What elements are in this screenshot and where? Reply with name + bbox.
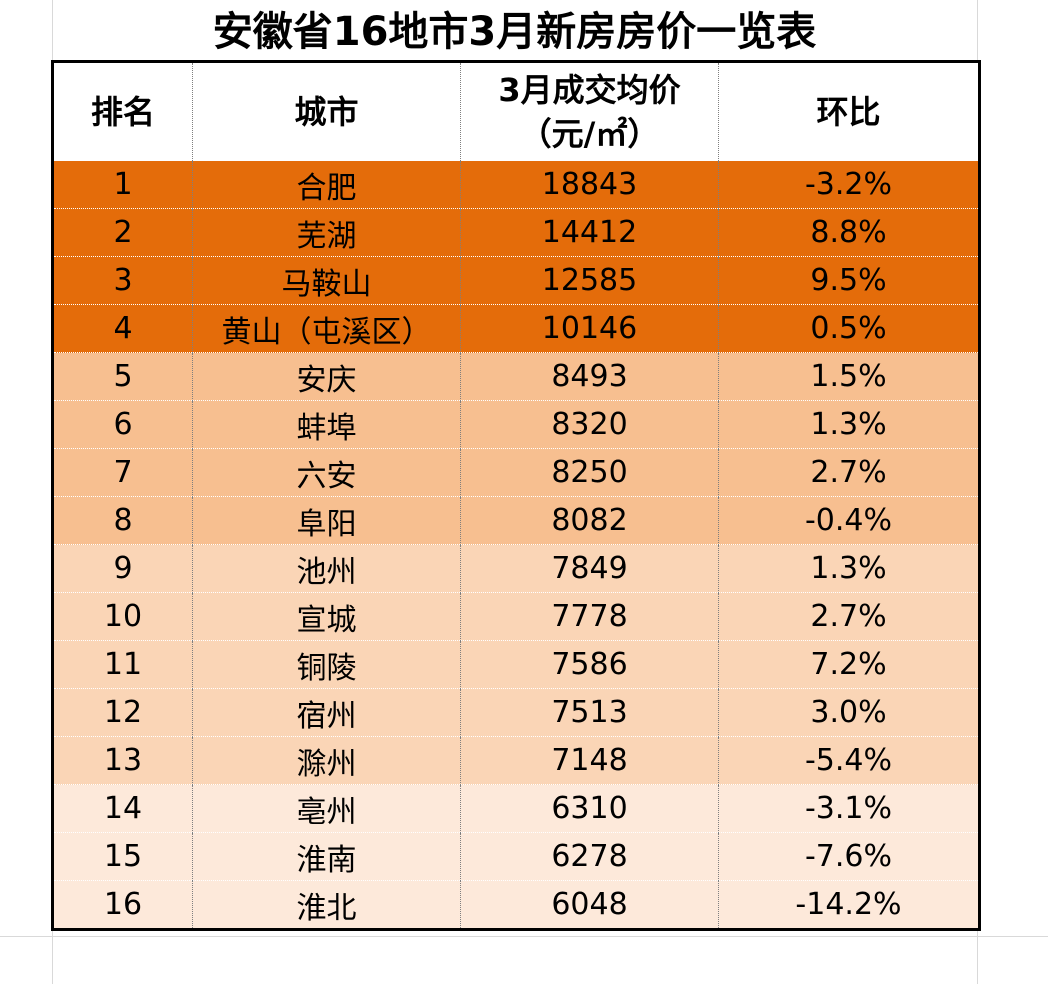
table-row: 10 宣城 7778 2.7% bbox=[52, 592, 980, 641]
city-cell: 铜陵 bbox=[192, 640, 461, 689]
price-cell: 6048 bbox=[460, 880, 719, 930]
rank-cell: 14 bbox=[52, 784, 193, 833]
table-row: 6 蚌埠 8320 1.3% bbox=[52, 400, 980, 449]
change-cell: 0.5% bbox=[718, 304, 980, 353]
table-row: 11 铜陵 7586 7.2% bbox=[52, 640, 980, 689]
price-cell: 7586 bbox=[460, 640, 719, 689]
price-cell: 6278 bbox=[460, 832, 719, 881]
change-cell: 2.7% bbox=[718, 592, 980, 641]
change-cell: 7.2% bbox=[718, 640, 980, 689]
city-cell: 亳州 bbox=[192, 784, 461, 833]
rank-cell: 7 bbox=[52, 448, 193, 497]
city-cell: 合肥 bbox=[192, 160, 461, 209]
change-cell: 8.8% bbox=[718, 208, 980, 257]
price-cell: 8082 bbox=[460, 496, 719, 545]
rank-cell: 5 bbox=[52, 352, 193, 401]
change-cell: -5.4% bbox=[718, 736, 980, 785]
city-cell: 黄山（屯溪区） bbox=[192, 304, 461, 353]
table-row: 1 合肥 18843 -3.2% bbox=[52, 160, 980, 209]
rank-cell: 13 bbox=[52, 736, 193, 785]
price-table: 排名 城市 3月成交均价 （元/㎡） 环比 1 合肥 18843 -3.2% 2 芜湖 14… bbox=[51, 60, 981, 931]
change-cell: -14.2% bbox=[718, 880, 980, 930]
table-row: 5 安庆 8493 1.5% bbox=[52, 352, 980, 401]
price-cell: 7513 bbox=[460, 688, 719, 737]
table-row: 14 亳州 6310 -3.1% bbox=[52, 784, 980, 833]
rank-cell: 16 bbox=[52, 880, 193, 930]
change-cell: 3.0% bbox=[718, 688, 980, 737]
city-cell: 宣城 bbox=[192, 592, 461, 641]
rank-cell: 12 bbox=[52, 688, 193, 737]
page-title: 安徽省16地市3月新房房价一览表 bbox=[212, 9, 817, 55]
table-row: 7 六安 8250 2.7% bbox=[52, 448, 980, 497]
price-cell: 12585 bbox=[460, 256, 719, 305]
change-cell: -0.4% bbox=[718, 496, 980, 545]
rank-cell: 10 bbox=[52, 592, 193, 641]
table-row: 15 淮南 6278 -7.6% bbox=[52, 832, 980, 881]
change-cell: -7.6% bbox=[718, 832, 980, 881]
header-price-line1: 3月成交均价 bbox=[498, 70, 681, 109]
table-row: 13 滁州 7148 -5.4% bbox=[52, 736, 980, 785]
price-cell: 8320 bbox=[460, 400, 719, 449]
city-cell: 淮北 bbox=[192, 880, 461, 930]
rank-cell: 11 bbox=[52, 640, 193, 689]
table-body: 1 合肥 18843 -3.2% 2 芜湖 14412 8.8% 3 马鞍山 12585 9.5% 4 黄… bbox=[52, 160, 980, 930]
rank-cell: 1 bbox=[52, 160, 193, 209]
table-row: 4 黄山（屯溪区） 10146 0.5% bbox=[52, 304, 980, 353]
rank-cell: 15 bbox=[52, 832, 193, 881]
table-row: 16 淮北 6048 -14.2% bbox=[52, 880, 980, 930]
city-cell: 蚌埠 bbox=[192, 400, 461, 449]
table-row: 8 阜阳 8082 -0.4% bbox=[52, 496, 980, 545]
price-cell: 18843 bbox=[460, 160, 719, 209]
rank-cell: 9 bbox=[52, 544, 193, 593]
header-price: 3月成交均价 （元/㎡） bbox=[460, 61, 719, 161]
header-rank: 排名 bbox=[52, 61, 193, 161]
price-cell: 10146 bbox=[460, 304, 719, 353]
price-cell: 6310 bbox=[460, 784, 719, 833]
price-cell: 7778 bbox=[460, 592, 719, 641]
header-city: 城市 bbox=[192, 61, 461, 161]
table-row: 2 芜湖 14412 8.8% bbox=[52, 208, 980, 257]
table-row: 3 马鞍山 12585 9.5% bbox=[52, 256, 980, 305]
header-row: 排名 城市 3月成交均价 （元/㎡） 环比 bbox=[52, 61, 980, 161]
change-cell: 1.3% bbox=[718, 544, 980, 593]
change-cell: 1.3% bbox=[718, 400, 980, 449]
city-cell: 滁州 bbox=[192, 736, 461, 785]
rank-cell: 4 bbox=[52, 304, 193, 353]
change-cell: 2.7% bbox=[718, 448, 980, 497]
table-row: 12 宿州 7513 3.0% bbox=[52, 688, 980, 737]
header-price-line2: （元/㎡） bbox=[519, 114, 660, 153]
change-cell: -3.1% bbox=[718, 784, 980, 833]
rank-cell: 3 bbox=[52, 256, 193, 305]
rank-cell: 2 bbox=[52, 208, 193, 257]
price-cell: 8250 bbox=[460, 448, 719, 497]
price-cell: 14412 bbox=[460, 208, 719, 257]
table-row: 9 池州 7849 1.3% bbox=[52, 544, 980, 593]
city-cell: 马鞍山 bbox=[192, 256, 461, 305]
city-cell: 六安 bbox=[192, 448, 461, 497]
change-cell: 1.5% bbox=[718, 352, 980, 401]
price-cell: 8493 bbox=[460, 352, 719, 401]
city-cell: 阜阳 bbox=[192, 496, 461, 545]
city-cell: 安庆 bbox=[192, 352, 461, 401]
rank-cell: 6 bbox=[52, 400, 193, 449]
price-cell: 7849 bbox=[460, 544, 719, 593]
rank-cell: 8 bbox=[52, 496, 193, 545]
city-cell: 池州 bbox=[192, 544, 461, 593]
gridline bbox=[0, 936, 1048, 937]
city-cell: 芜湖 bbox=[192, 208, 461, 257]
city-cell: 宿州 bbox=[192, 688, 461, 737]
change-cell: -3.2% bbox=[718, 160, 980, 209]
header-change: 环比 bbox=[718, 61, 980, 161]
change-cell: 9.5% bbox=[718, 256, 980, 305]
price-cell: 7148 bbox=[460, 736, 719, 785]
city-cell: 淮南 bbox=[192, 832, 461, 881]
